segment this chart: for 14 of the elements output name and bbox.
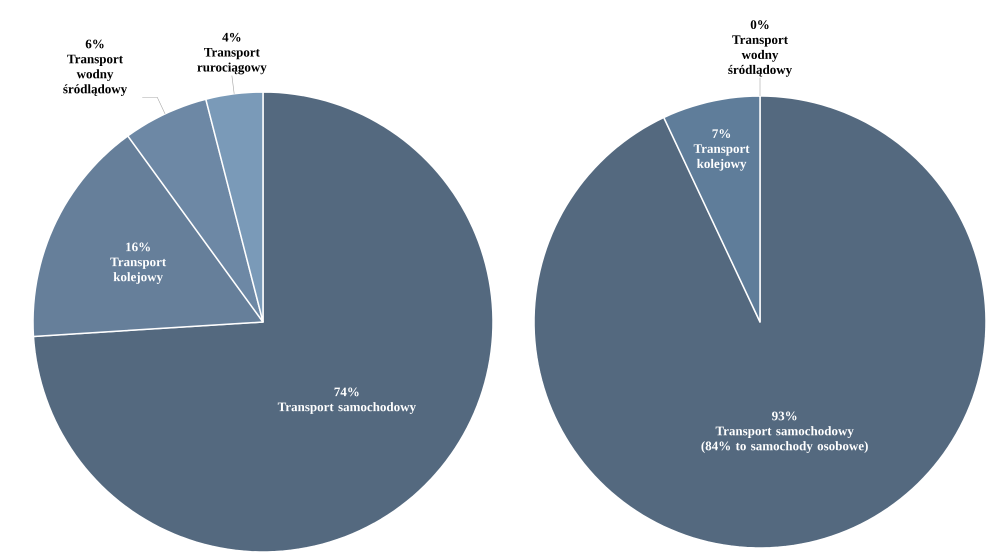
slice-label: Transport samochodowy (84% to samochody osobowe) — [701, 426, 868, 454]
data-label: 74% — [334, 388, 359, 396]
data-label: 4% — [222, 32, 240, 42]
data-label: 7% — [712, 129, 730, 138]
category-label: Transport wodny śródlądowy — [728, 35, 792, 77]
data-label: 6% — [86, 40, 104, 48]
slice-label: Transport samochodowy — [278, 402, 416, 414]
text: 0% — [750, 20, 769, 30]
data-label: 16% — [126, 242, 150, 252]
slice-label: Transport kolejowy — [110, 258, 166, 284]
data-label: 93% — [772, 412, 796, 420]
slice-label: Transport wodny śródlądowy — [63, 54, 128, 96]
slice-label: Transport kolejowy — [694, 144, 750, 171]
slice-label: Transport rurociągowy — [197, 48, 267, 74]
